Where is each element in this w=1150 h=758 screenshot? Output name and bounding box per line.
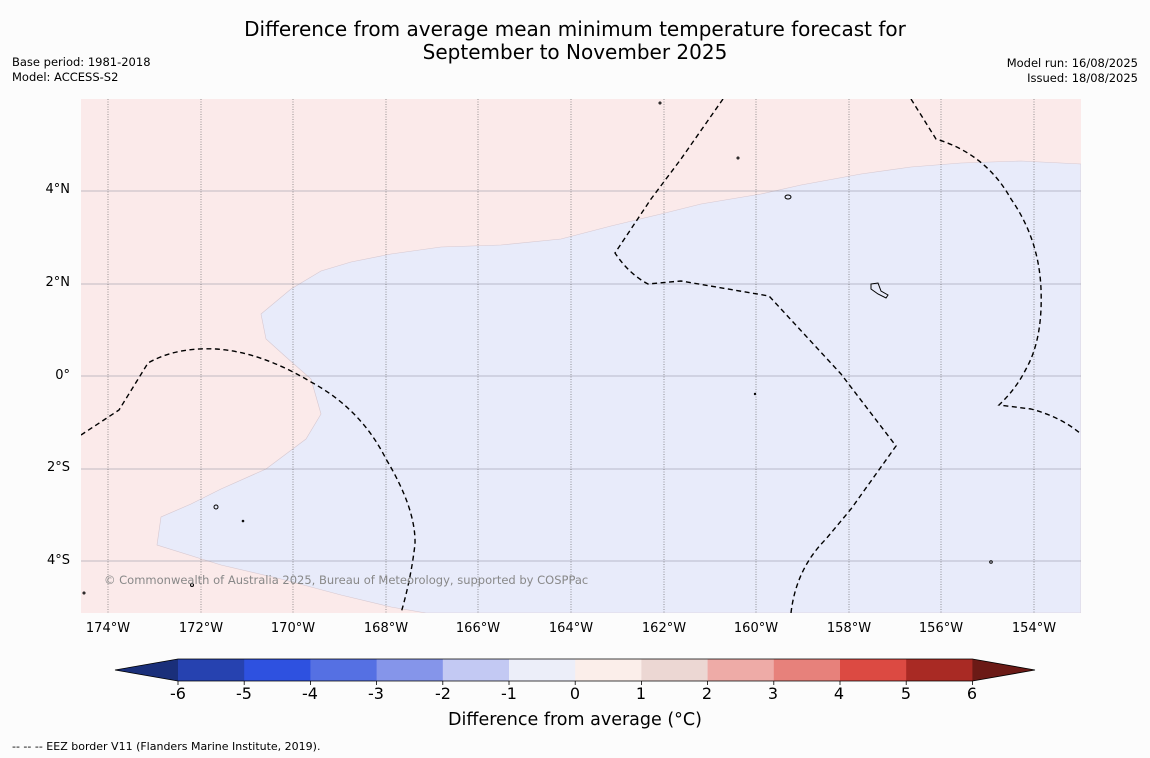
meta-right: Model run: 16/08/2025 Issued: 18/08/2025 [1007, 56, 1138, 86]
colorbar-extend-low [115, 659, 178, 681]
colorbar-segment [310, 659, 378, 681]
colorbar-label-4: 4 [833, 684, 845, 703]
colorbar-segment [773, 659, 841, 681]
colorbar-label-3: 3 [767, 684, 779, 703]
chart-title: Difference from average mean minimum tem… [0, 18, 1150, 64]
lon-label-158w: 158°W [826, 621, 872, 636]
meridians [107, 99, 1035, 613]
colorbar-segment [906, 659, 973, 681]
lon-label-164w: 164°W [548, 621, 594, 636]
colorbar-segment [840, 659, 907, 681]
copyright-notice: © Commonwealth of Australia 2025, Bureau… [104, 573, 588, 587]
lon-label-154w: 154°W [1011, 621, 1057, 636]
title-line-2: September to November 2025 [422, 40, 728, 64]
model-name: Model: ACCESS-S2 [12, 70, 119, 84]
lat-label-2n: 2°N [45, 275, 71, 290]
base-period: Base period: 1981-2018 [12, 55, 151, 69]
colorbar-label-m6: -6 [170, 684, 186, 703]
map-panel: © Commonwealth of Australia 2025, Bureau… [81, 99, 1081, 613]
colorbar-label-m5: -5 [236, 684, 252, 703]
model-run: Model run: 16/08/2025 [1006, 56, 1138, 70]
colorbar-extend-high [972, 659, 1035, 681]
colorbar-label-m1: -1 [501, 684, 517, 703]
lat-label-4s: 4°S [46, 553, 70, 568]
lon-label-174w: 174°W [85, 621, 131, 636]
lat-label-2s: 2°S [46, 460, 70, 475]
title-line-1: Difference from average mean minimum tem… [244, 17, 906, 41]
colorbar-label-m4: -4 [302, 684, 318, 703]
lon-label-168w: 168°W [363, 621, 409, 636]
colorbar-segment [442, 659, 510, 681]
colorbar-label-2: 2 [701, 684, 713, 703]
lat-label-4n: 4°N [45, 182, 71, 197]
colorbar-title: Difference from average (°C) [448, 710, 702, 730]
lon-label-172w: 172°W [178, 621, 224, 636]
lat-label-equator: 0° [55, 368, 70, 383]
lon-label-162w: 162°W [641, 621, 687, 636]
colorbar-segment [575, 659, 642, 681]
colorbar-segment [376, 659, 444, 681]
lon-label-170w: 170°W [270, 621, 316, 636]
meta-left: Base period: 1981-2018 Model: ACCESS-S2 [12, 55, 151, 85]
colorbar-label-1: 1 [635, 684, 647, 703]
colorbar-label-0: 0 [569, 684, 581, 703]
colorbar-label-m2: -2 [435, 684, 451, 703]
colorbar-segment [244, 659, 311, 681]
colorbar-label-5: 5 [900, 684, 912, 703]
colorbar-label-6: 6 [966, 684, 978, 703]
islands [82, 101, 993, 595]
lon-label-156w: 156°W [918, 621, 964, 636]
colorbar-segment [641, 659, 709, 681]
colorbar-segment [178, 659, 245, 681]
colorbar-label-m3: -3 [368, 684, 384, 703]
eez-borders [81, 99, 1081, 613]
issued-date: Issued: 18/08/2025 [1027, 71, 1138, 85]
lon-label-160w: 160°W [733, 621, 779, 636]
footnote: -- -- -- EEZ border V11 (Flanders Marine… [12, 740, 321, 753]
colorbar-segment [509, 659, 576, 681]
lon-label-166w: 166°W [455, 621, 501, 636]
gridlines [81, 190, 1081, 562]
colorbar-segment [707, 659, 775, 681]
colorbar [114, 658, 1036, 685]
